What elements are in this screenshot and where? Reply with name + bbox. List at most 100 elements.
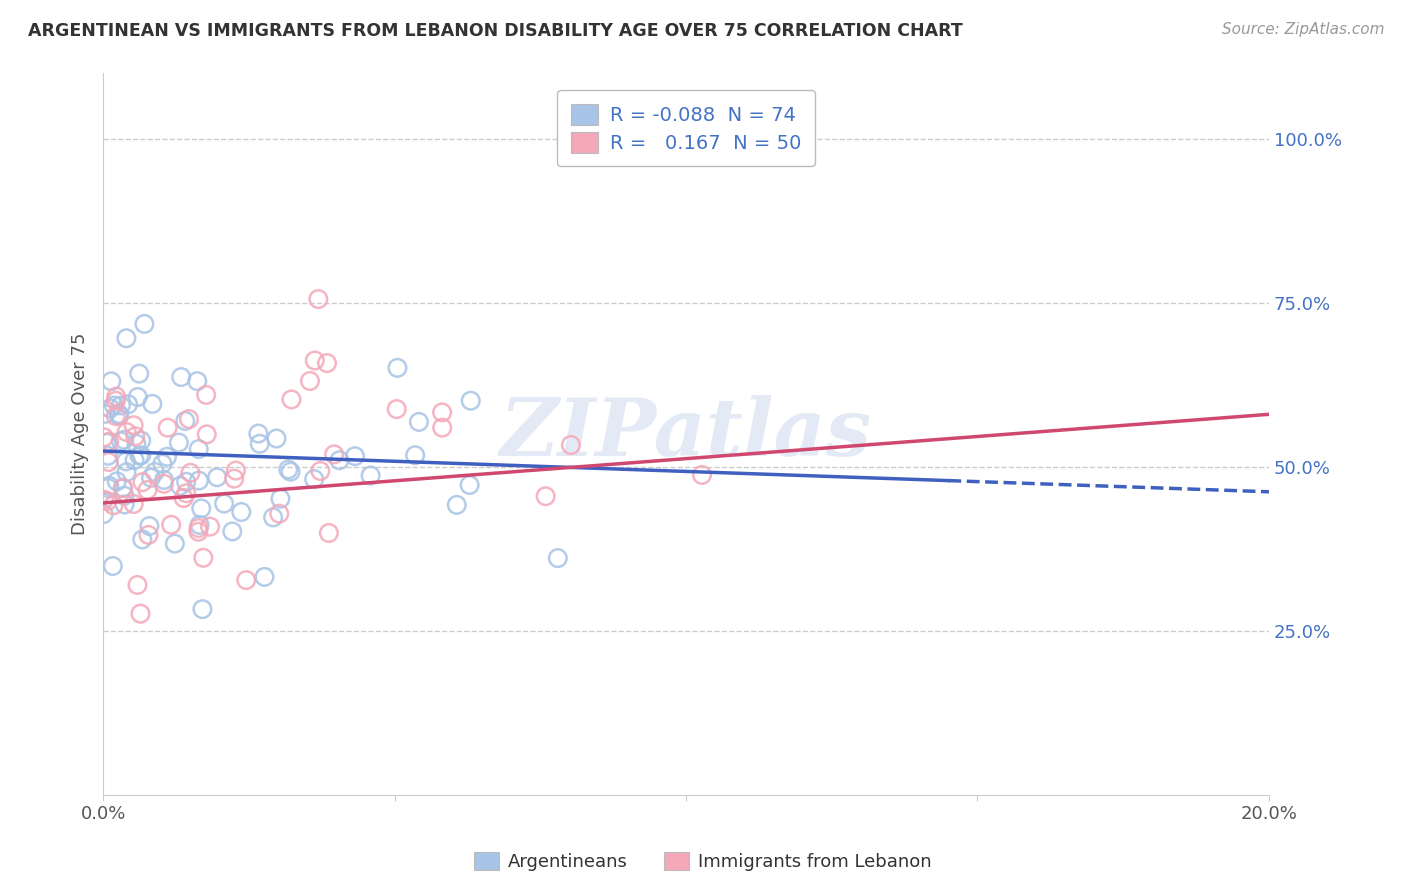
Point <box>136 483 159 497</box>
Point <box>266 432 288 446</box>
Text: ZIPatlas: ZIPatlas <box>501 395 872 473</box>
Point <box>105 390 128 404</box>
Point <box>187 521 209 535</box>
Point <box>167 435 190 450</box>
Point <box>404 448 426 462</box>
Point <box>104 393 127 408</box>
Point <box>187 474 209 488</box>
Point <box>97 455 120 469</box>
Point <box>249 436 271 450</box>
Point <box>460 393 482 408</box>
Point <box>131 475 153 490</box>
Point <box>269 507 291 521</box>
Point <box>94 407 117 421</box>
Point <box>134 317 156 331</box>
Point <box>190 501 212 516</box>
Point <box>117 397 139 411</box>
Point <box>280 465 302 479</box>
Point <box>139 471 162 485</box>
Point <box>98 401 121 416</box>
Text: Source: ZipAtlas.com: Source: ZipAtlas.com <box>1222 22 1385 37</box>
Point <box>408 415 430 429</box>
Point <box>141 397 163 411</box>
Point <box>198 519 221 533</box>
Point <box>112 481 135 495</box>
Point <box>307 292 329 306</box>
Point <box>195 427 218 442</box>
Y-axis label: Disability Age Over 75: Disability Age Over 75 <box>72 333 89 535</box>
Point <box>105 475 128 489</box>
Point <box>221 524 243 539</box>
Point <box>101 559 124 574</box>
Point <box>269 491 291 506</box>
Point <box>224 472 246 486</box>
Point <box>138 528 160 542</box>
Point <box>195 388 218 402</box>
Point <box>129 434 152 448</box>
Point <box>128 367 150 381</box>
Point <box>188 517 211 532</box>
Point <box>280 392 302 407</box>
Point <box>156 450 179 464</box>
Point <box>129 607 152 621</box>
Point <box>304 353 326 368</box>
Point <box>205 470 228 484</box>
Point <box>298 374 321 388</box>
Point <box>93 492 115 507</box>
Point <box>169 479 191 493</box>
Point <box>235 573 257 587</box>
Point <box>103 399 125 413</box>
Point <box>114 498 136 512</box>
Point <box>212 497 235 511</box>
Point <box>160 517 183 532</box>
Point <box>302 472 325 486</box>
Point <box>98 434 121 449</box>
Point <box>174 486 197 500</box>
Point <box>446 498 468 512</box>
Point <box>103 498 125 512</box>
Point <box>387 360 409 375</box>
Point <box>122 497 145 511</box>
Legend: Argentineans, Immigrants from Lebanon: Argentineans, Immigrants from Lebanon <box>467 845 939 879</box>
Point <box>174 475 197 489</box>
Point <box>115 465 138 479</box>
Point <box>152 457 174 471</box>
Legend: R = -0.088  N = 74, R =   0.167  N = 50: R = -0.088 N = 74, R = 0.167 N = 50 <box>557 90 814 166</box>
Point <box>277 462 299 476</box>
Point <box>180 466 202 480</box>
Point <box>309 464 332 478</box>
Point <box>231 505 253 519</box>
Point <box>187 524 209 539</box>
Point <box>115 425 138 439</box>
Point <box>97 449 120 463</box>
Point <box>328 453 350 467</box>
Point <box>187 442 209 456</box>
Point <box>110 399 132 413</box>
Text: ARGENTINEAN VS IMMIGRANTS FROM LEBANON DISABILITY AGE OVER 75 CORRELATION CHART: ARGENTINEAN VS IMMIGRANTS FROM LEBANON D… <box>28 22 963 40</box>
Point <box>93 430 115 444</box>
Point <box>125 436 148 450</box>
Point <box>316 356 339 370</box>
Point <box>343 449 366 463</box>
Point <box>96 494 118 508</box>
Point <box>122 418 145 433</box>
Point <box>93 507 115 521</box>
Point <box>323 447 346 461</box>
Point <box>97 481 120 495</box>
Point <box>143 465 166 479</box>
Point <box>177 412 200 426</box>
Point <box>156 420 179 434</box>
Point <box>111 481 134 495</box>
Point <box>104 409 127 423</box>
Point <box>430 405 453 419</box>
Point <box>163 536 186 550</box>
Point <box>138 519 160 533</box>
Point <box>131 533 153 547</box>
Point <box>124 453 146 467</box>
Point <box>560 438 582 452</box>
Point <box>127 390 149 404</box>
Point <box>127 578 149 592</box>
Point <box>96 435 118 450</box>
Point <box>360 468 382 483</box>
Point <box>153 476 176 491</box>
